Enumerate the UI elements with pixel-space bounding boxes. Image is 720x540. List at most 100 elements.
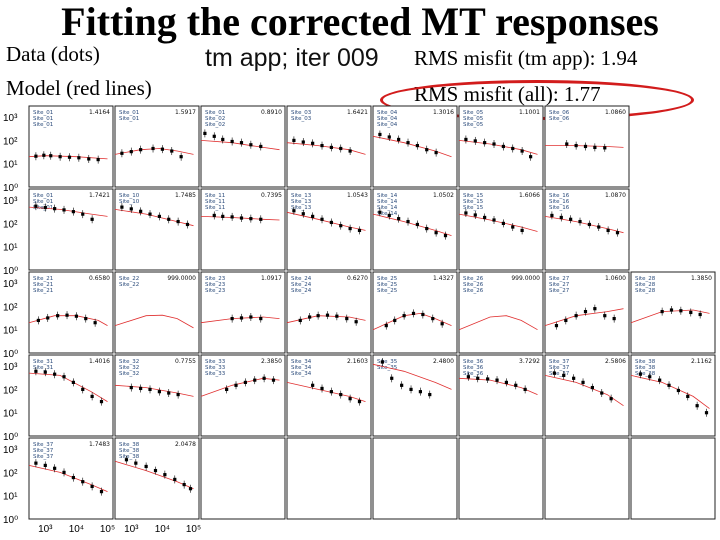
site-label: Site_01 bbox=[33, 122, 53, 128]
site-label: Site_06 bbox=[549, 110, 570, 116]
panel-frame bbox=[544, 354, 630, 437]
model-line bbox=[28, 372, 108, 402]
data-point bbox=[695, 404, 699, 408]
data-point bbox=[239, 141, 244, 145]
y-tick-label: 10⁰ bbox=[3, 349, 18, 360]
data-point bbox=[271, 378, 276, 382]
data-point bbox=[464, 137, 468, 142]
data-point bbox=[357, 399, 362, 404]
site-label: Site_33 bbox=[205, 371, 226, 377]
y-tick-label: 10³ bbox=[3, 196, 18, 207]
data-point bbox=[182, 482, 186, 487]
site-label: Site_21 bbox=[33, 276, 53, 282]
data-point bbox=[67, 155, 72, 159]
x-tick-label: 10⁴ bbox=[69, 524, 84, 535]
site-label: Site_01 bbox=[33, 116, 53, 122]
site-label: Site_36 bbox=[463, 371, 484, 377]
site-label: Site_01 bbox=[119, 110, 139, 116]
model-line bbox=[286, 382, 366, 402]
data-point bbox=[148, 212, 152, 216]
panel-misfit: 2.5806 bbox=[605, 358, 626, 365]
data-point bbox=[71, 475, 75, 480]
data-point bbox=[185, 222, 190, 227]
data-point bbox=[348, 226, 352, 231]
site-label: Site_04 bbox=[377, 116, 398, 122]
data-legend-label: Data (dots) bbox=[6, 42, 100, 66]
site-label: Site_21 bbox=[33, 288, 53, 294]
data-point bbox=[511, 146, 515, 151]
model-legend-label: Model (red lines) bbox=[6, 76, 152, 100]
panel-misfit: 2.1162 bbox=[691, 358, 712, 365]
data-point bbox=[129, 150, 133, 154]
panel-frame bbox=[286, 354, 372, 437]
data-point bbox=[301, 140, 305, 144]
site-label: Site_36 bbox=[463, 359, 484, 365]
site-label: Site_23 bbox=[205, 282, 226, 288]
panel-frame bbox=[630, 271, 716, 354]
data-point bbox=[473, 139, 477, 143]
data-point bbox=[212, 213, 216, 218]
data-point bbox=[486, 377, 490, 381]
iteration-label: tm app; iter 009 bbox=[205, 44, 379, 72]
data-point bbox=[320, 217, 324, 221]
data-point bbox=[249, 143, 253, 147]
data-point bbox=[466, 375, 470, 379]
data-point bbox=[56, 314, 60, 318]
data-point bbox=[203, 131, 207, 135]
site-label: Site_06 bbox=[549, 116, 570, 122]
panel-frame bbox=[630, 354, 716, 437]
model-line bbox=[458, 213, 538, 232]
data-point bbox=[53, 372, 57, 376]
site-label: Site_14 bbox=[377, 205, 398, 211]
data-point bbox=[514, 383, 518, 387]
data-point bbox=[384, 324, 388, 328]
data-point bbox=[81, 480, 85, 484]
data-point bbox=[431, 316, 435, 321]
data-point bbox=[593, 307, 597, 311]
data-point bbox=[36, 318, 40, 323]
panel-frame bbox=[372, 105, 458, 188]
data-point bbox=[173, 477, 177, 482]
data-point bbox=[425, 226, 429, 231]
y-tick-label: 10² bbox=[3, 302, 18, 313]
data-point bbox=[492, 218, 496, 222]
data-point bbox=[329, 390, 333, 394]
site-label: Site_25 bbox=[377, 282, 398, 288]
data-point bbox=[400, 383, 404, 387]
data-point bbox=[230, 215, 234, 219]
panel-frame bbox=[114, 188, 200, 271]
data-point bbox=[77, 156, 81, 160]
data-point bbox=[43, 370, 47, 374]
model-line bbox=[458, 315, 538, 331]
panel-frame bbox=[286, 188, 372, 271]
data-point bbox=[144, 464, 148, 469]
x-tick-label: 10⁴ bbox=[155, 524, 170, 535]
slide-title: Fitting the corrected MT responses bbox=[61, 0, 659, 44]
panel-frame bbox=[114, 437, 200, 520]
data-point bbox=[583, 144, 588, 149]
data-point bbox=[221, 137, 225, 142]
data-point bbox=[99, 399, 104, 404]
y-tick-label: 10³ bbox=[3, 445, 18, 456]
data-point bbox=[565, 142, 569, 146]
site-label: Site_32 bbox=[119, 359, 139, 365]
data-point bbox=[62, 375, 66, 379]
site-label: Site_31 bbox=[33, 365, 53, 371]
data-point bbox=[120, 205, 124, 209]
panel-frame bbox=[372, 354, 458, 437]
data-point bbox=[163, 473, 167, 477]
data-point bbox=[562, 373, 566, 377]
y-tick-label: 10³ bbox=[3, 279, 18, 290]
data-point bbox=[425, 148, 429, 152]
site-label: Site_16 bbox=[549, 193, 570, 199]
site-label: Site_16 bbox=[549, 199, 570, 205]
data-point bbox=[167, 391, 171, 395]
data-point bbox=[669, 308, 674, 312]
data-point bbox=[638, 372, 642, 376]
site-label: Site_24 bbox=[291, 288, 312, 294]
data-point bbox=[81, 387, 85, 392]
site-label: Site_26 bbox=[463, 288, 484, 294]
y-tick-label: 10² bbox=[3, 385, 18, 396]
panel-misfit: 2.3850 bbox=[261, 358, 282, 365]
data-point bbox=[308, 315, 312, 319]
